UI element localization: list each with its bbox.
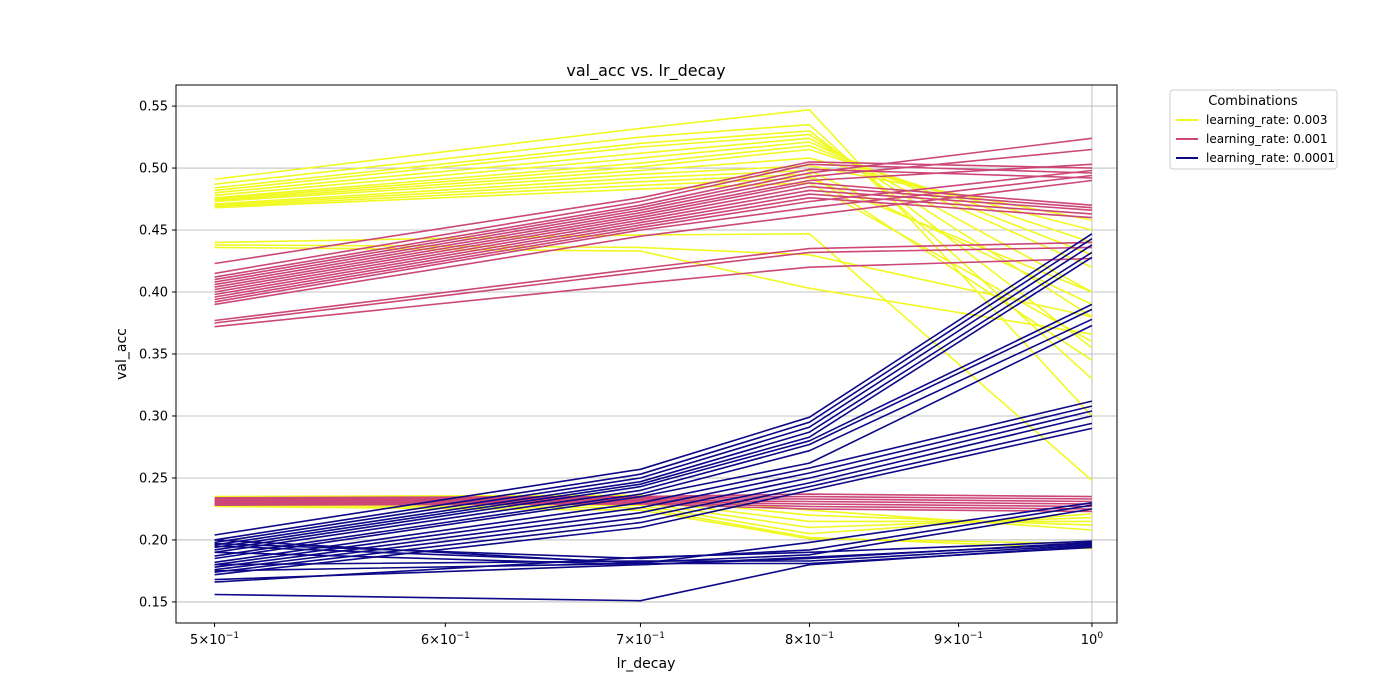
series-line-52 (214, 251, 1093, 546)
series-line-39 (214, 241, 1092, 322)
series-line-57 (214, 324, 1093, 560)
series-line-51 (214, 244, 1093, 544)
x-tick-label: 6×10−1 (421, 631, 470, 648)
series-line-27 (214, 168, 1092, 278)
series-line-61 (214, 415, 1093, 571)
y-tick-label: 0.35 (139, 348, 168, 363)
x-tick-label: 8×10−1 (785, 631, 834, 648)
series-line-3 (214, 130, 1093, 349)
chart-title: val_acc vs. lr_decay (566, 61, 725, 81)
series-line-49 (214, 233, 1093, 536)
series-line-24 (214, 505, 1092, 545)
series-line-43 (214, 495, 1092, 500)
series-line-33 (214, 189, 1092, 293)
legend-entry-label: learning_rate: 0.0001 (1206, 151, 1335, 165)
series-line-30 (214, 163, 1092, 286)
legend-title: Combinations (1208, 94, 1298, 109)
y-tick-label: 0.40 (139, 286, 168, 301)
series-line-72 (214, 545, 1092, 602)
series-line-34 (214, 193, 1092, 296)
x-tick-label: 5×10−1 (190, 631, 239, 648)
series-line-36 (214, 169, 1092, 301)
series-line-50 (214, 238, 1093, 541)
series-line-38 (214, 179, 1092, 306)
series-line-54 (214, 303, 1093, 551)
series-line-66 (214, 508, 1093, 564)
series-line-59 (214, 405, 1093, 566)
x-tick-label: 9×10−1 (934, 631, 983, 648)
series-line-11 (214, 169, 1093, 306)
series-line-37 (214, 174, 1092, 303)
series-line-62 (214, 422, 1093, 573)
legend-entry-label: learning_rate: 0.001 (1206, 132, 1328, 146)
series-line-40 (214, 246, 1092, 324)
legend: Combinations learning_rate: 0.003 learnin… (1169, 89, 1338, 170)
series-line-8 (214, 148, 1093, 244)
x-axis-label: lr_decay (617, 656, 676, 672)
y-tick-label: 0.15 (139, 595, 168, 610)
series-line-60 (214, 410, 1093, 568)
y-tick-label: 0.25 (139, 471, 168, 486)
series-line-29 (214, 148, 1092, 283)
series-line-2 (214, 123, 1093, 380)
series-line-55 (214, 308, 1093, 554)
series-line-5 (214, 137, 1093, 293)
y-tick-label: 0.50 (139, 162, 168, 177)
y-axis-label: val_acc (114, 328, 130, 380)
y-tick-label: 0.20 (139, 533, 168, 548)
series-line-58 (214, 400, 1093, 564)
series-line-71 (214, 540, 1092, 583)
x-tick-label: 100 (1081, 631, 1104, 648)
legend-entry-label: learning_rate: 0.003 (1206, 113, 1328, 127)
series-line-44 (214, 498, 1092, 503)
grid-lines (176, 85, 1117, 623)
legend-box (1169, 89, 1338, 170)
y-tick-label: 0.45 (139, 224, 168, 239)
series-line-4 (214, 133, 1093, 318)
series-line-26 (214, 163, 1092, 275)
x-axis-ticks: 5×10−1 6×10−1 7×10−1 8×10−1 9×10−1 100 (190, 623, 1103, 648)
series-line-12 (214, 173, 1093, 361)
series-line-53 (214, 256, 1093, 549)
series-line-15 (214, 233, 1093, 482)
series-line-28 (214, 137, 1092, 281)
series-line-31 (214, 182, 1092, 288)
series-line-25 (214, 161, 1092, 265)
series-line-41 (214, 257, 1092, 328)
y-axis-ticks: 0.15 0.20 0.25 0.30 0.35 0.40 0.45 0.50 0.55 (139, 100, 176, 610)
y-tick-label: 0.30 (139, 409, 168, 424)
series-line-56 (214, 318, 1093, 557)
series-line-48 (214, 503, 1092, 513)
series-line-70 (214, 542, 1092, 581)
series-lines (214, 109, 1093, 602)
series-line-35 (214, 197, 1092, 298)
series-line-13 (214, 177, 1093, 293)
x-tick-label: 7×10−1 (616, 631, 665, 648)
y-tick-label: 0.55 (139, 100, 168, 115)
series-line-10 (214, 164, 1093, 221)
